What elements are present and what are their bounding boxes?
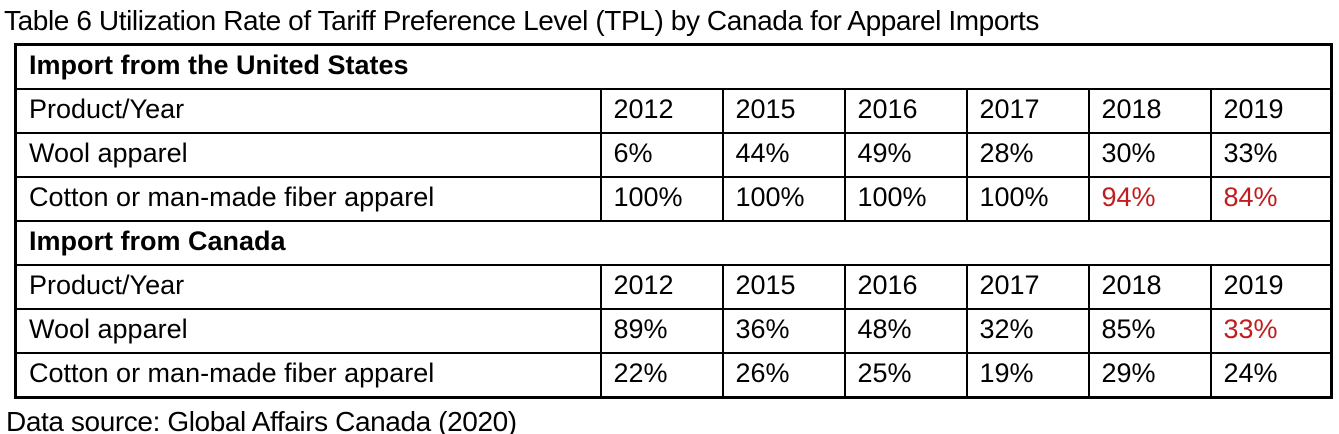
year-header-cell: 2012 [599, 87, 724, 134]
section-header-row-us: Import from the United States [14, 43, 1333, 90]
tpl-utilization-table: Import from the United States Product/Ye… [14, 42, 1334, 399]
section-header-us: Import from the United States [14, 43, 1333, 90]
value-cell: 48% [843, 307, 968, 354]
product-year-header: Product/Year [14, 87, 602, 134]
value-cell: 100% [599, 175, 724, 222]
year-header-cell: 2012 [599, 263, 724, 310]
year-header-cell: 2017 [965, 87, 1090, 134]
value-cell: 44% [721, 131, 846, 178]
data-row-canada-wool: Wool apparel 89% 36% 48% 32% 85% 33% [14, 307, 1333, 354]
row-label: Wool apparel [14, 131, 602, 178]
year-header-cell: 2019 [1209, 263, 1333, 310]
value-cell: 24% [1209, 351, 1333, 399]
year-header-cell: 2015 [721, 263, 846, 310]
row-label: Wool apparel [14, 307, 602, 354]
value-cell: 100% [843, 175, 968, 222]
value-cell: 100% [721, 175, 846, 222]
year-header-cell: 2016 [843, 87, 968, 134]
value-cell: 84% [1209, 175, 1333, 222]
year-header-cell: 2015 [721, 87, 846, 134]
row-label: Cotton or man-made fiber apparel [14, 175, 602, 222]
year-header-row-canada: Product/Year 2012 2015 2016 2017 2018 20… [14, 263, 1333, 310]
data-row-us-cotton: Cotton or man-made fiber apparel 100% 10… [14, 175, 1333, 222]
value-cell: 85% [1087, 307, 1212, 354]
value-cell: 29% [1087, 351, 1212, 399]
year-header-cell: 2019 [1209, 87, 1333, 134]
value-cell: 33% [1209, 131, 1333, 178]
value-cell: 28% [965, 131, 1090, 178]
data-row-us-wool: Wool apparel 6% 44% 49% 28% 30% 33% [14, 131, 1333, 178]
value-cell: 19% [965, 351, 1090, 399]
value-cell: 22% [599, 351, 724, 399]
value-cell: 6% [599, 131, 724, 178]
value-cell: 26% [721, 351, 846, 399]
year-header-cell: 2018 [1087, 87, 1212, 134]
table-title: Table 6 Utilization Rate of Tariff Prefe… [4, 5, 1039, 36]
row-label: Cotton or man-made fiber apparel [14, 351, 602, 399]
data-source-note: Data source: Global Affairs Canada (2020… [6, 405, 517, 434]
value-cell: 30% [1087, 131, 1212, 178]
value-cell: 32% [965, 307, 1090, 354]
value-cell: 33% [1209, 307, 1333, 354]
value-cell: 94% [1087, 175, 1212, 222]
year-header-cell: 2016 [843, 263, 968, 310]
data-row-canada-cotton: Cotton or man-made fiber apparel 22% 26%… [14, 351, 1333, 399]
value-cell: 49% [843, 131, 968, 178]
year-header-cell: 2017 [965, 263, 1090, 310]
value-cell: 100% [965, 175, 1090, 222]
year-header-row-us: Product/Year 2012 2015 2016 2017 2018 20… [14, 87, 1333, 134]
value-cell: 25% [843, 351, 968, 399]
year-header-cell: 2018 [1087, 263, 1212, 310]
section-header-canada: Import from Canada [14, 219, 1333, 266]
value-cell: 36% [721, 307, 846, 354]
section-header-row-canada: Import from Canada [14, 219, 1333, 266]
value-cell: 89% [599, 307, 724, 354]
product-year-header: Product/Year [14, 263, 602, 310]
